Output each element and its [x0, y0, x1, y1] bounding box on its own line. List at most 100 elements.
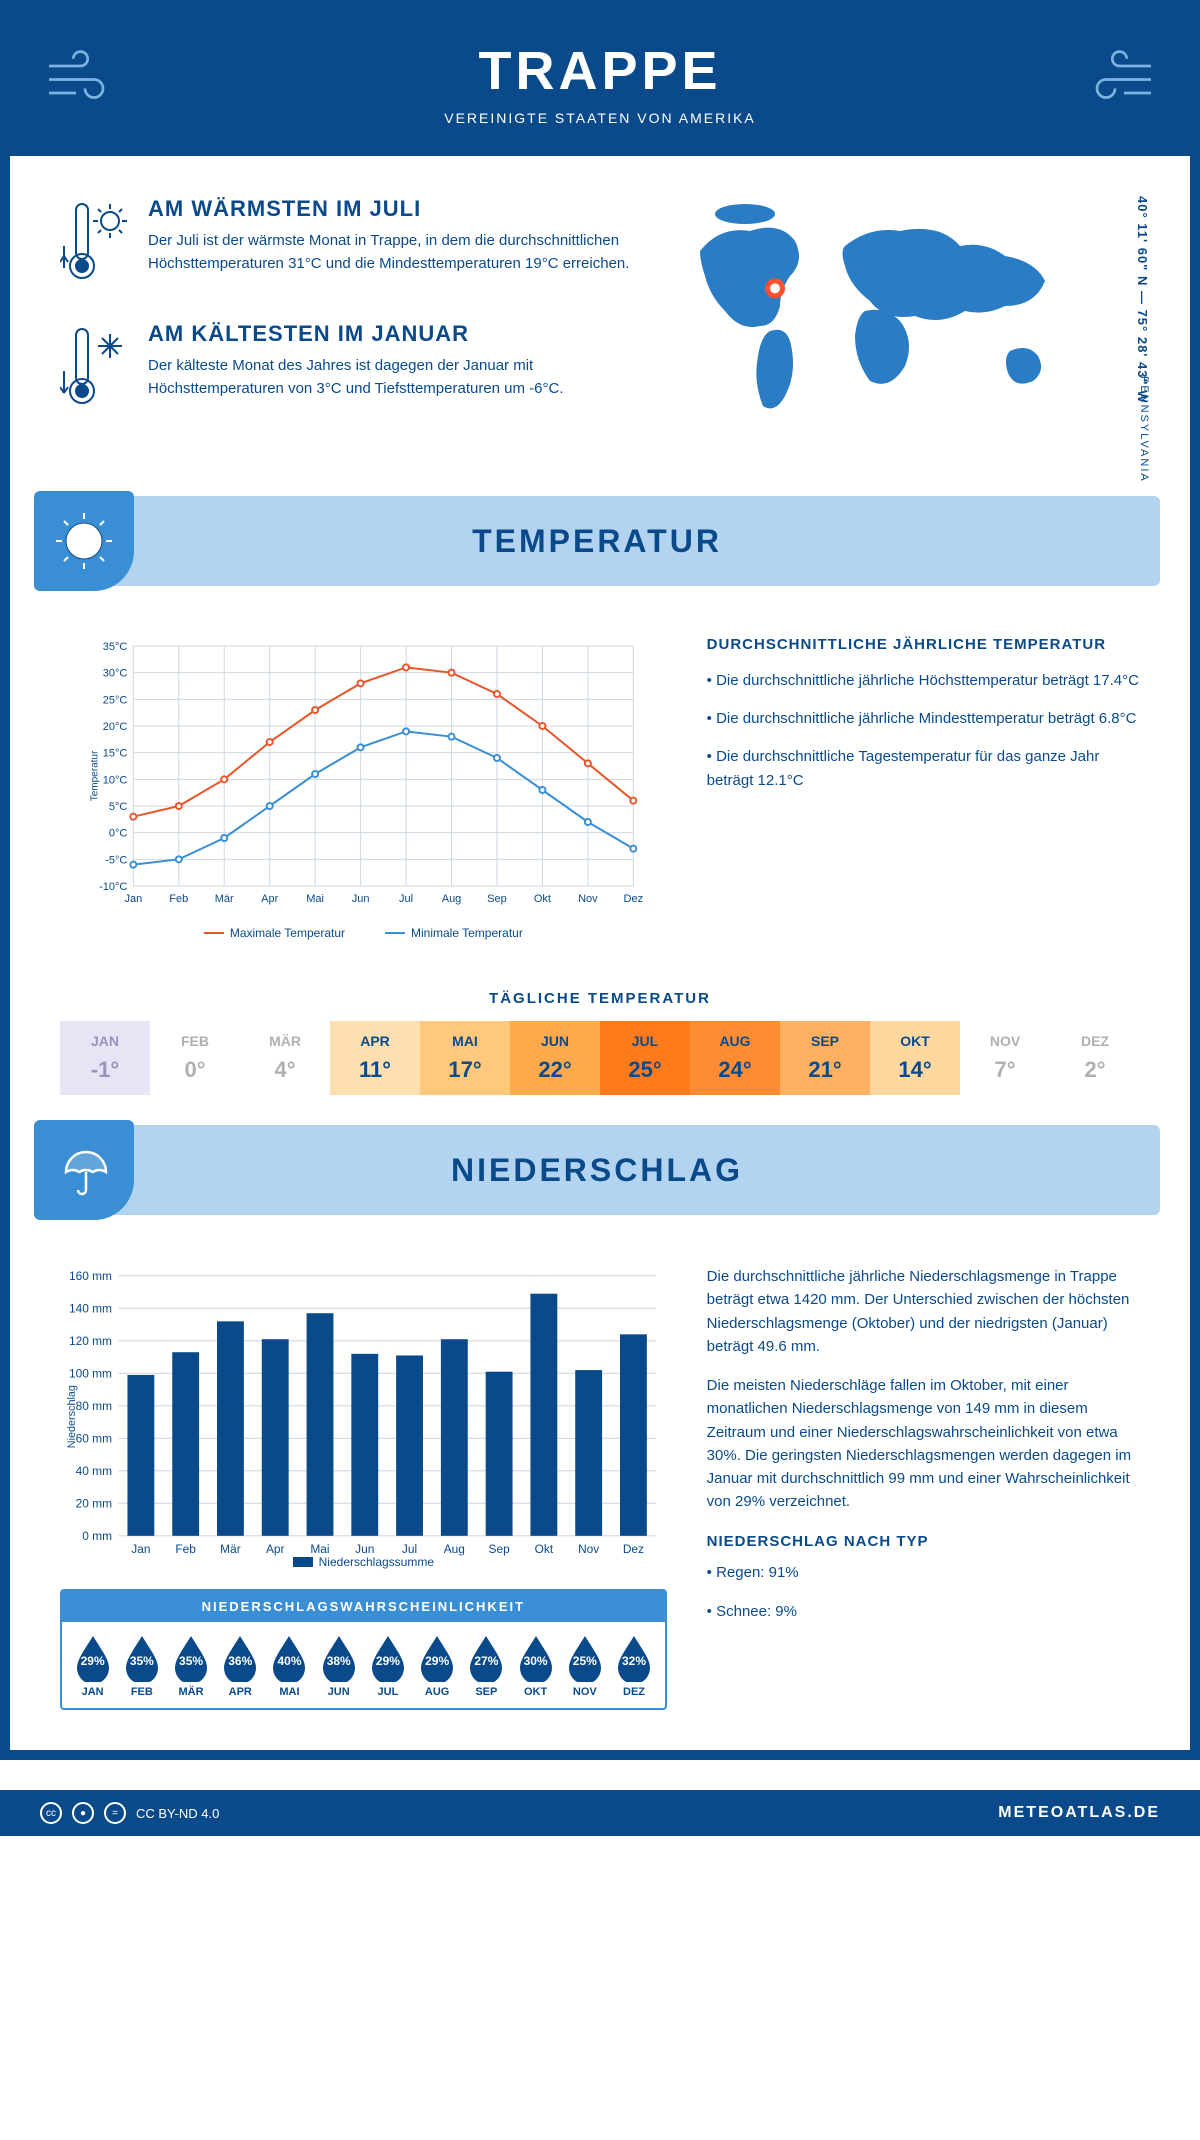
svg-text:80 mm: 80 mm: [76, 1399, 112, 1413]
section-precipitation: NIEDERSCHLAG: [40, 1125, 1160, 1215]
svg-text:120 mm: 120 mm: [69, 1334, 112, 1348]
footer: cc ● = CC BY-ND 4.0 METEOATLAS.DE: [0, 1790, 1200, 1836]
state-name: PENNSYLVANIA: [1138, 376, 1150, 483]
precip-p1: Die durchschnittliche jährliche Niedersc…: [707, 1265, 1140, 1358]
svg-text:140 mm: 140 mm: [69, 1302, 112, 1316]
svg-text:Okt: Okt: [535, 1542, 554, 1556]
svg-text:60 mm: 60 mm: [76, 1432, 112, 1446]
svg-text:Nov: Nov: [578, 1542, 599, 1556]
license-text: CC BY-ND 4.0: [136, 1806, 219, 1821]
umbrella-icon: [56, 1142, 112, 1198]
coldest-fact: AM KÄLTESTEN IM JANUAR Der kälteste Mona…: [60, 321, 640, 416]
temp-cell: FEB0°: [150, 1021, 240, 1095]
prob-drop: 35%FEB: [117, 1634, 166, 1698]
svg-text:10°C: 10°C: [103, 774, 128, 786]
temp-cell: SEP21°: [780, 1021, 870, 1095]
site-name: METEOATLAS.DE: [998, 1804, 1160, 1822]
svg-text:Dez: Dez: [624, 893, 644, 905]
svg-text:Jun: Jun: [355, 1542, 374, 1556]
page-subtitle: VEREINIGTE STAATEN VON AMERIKA: [444, 110, 756, 126]
temp-cell: AUG24°: [690, 1021, 780, 1095]
svg-text:-5°C: -5°C: [105, 854, 127, 866]
wind-icon: [1070, 30, 1160, 120]
wind-icon: [40, 30, 130, 120]
svg-text:20°C: 20°C: [103, 721, 128, 733]
thermometer-snow-icon: [60, 321, 130, 411]
temp-cell: DEZ2°: [1050, 1021, 1140, 1095]
temp-cell: OKT14°: [870, 1021, 960, 1095]
svg-text:Temperatur: Temperatur: [89, 750, 100, 801]
svg-text:20 mm: 20 mm: [76, 1497, 112, 1511]
prob-drop: 25%NOV: [560, 1634, 609, 1698]
prob-drop: 32%DEZ: [609, 1634, 658, 1698]
header: TRAPPE VEREINIGTE STAATEN VON AMERIKA: [10, 10, 1190, 156]
prob-drop: 36%APR: [216, 1634, 265, 1698]
temp-facts-title: DURCHSCHNITTLICHE JÄHRLICHE TEMPERATUR: [707, 636, 1140, 653]
svg-text:-10°C: -10°C: [99, 881, 127, 893]
svg-text:30°C: 30°C: [103, 668, 128, 680]
nd-icon: =: [104, 1802, 126, 1824]
svg-text:Jun: Jun: [352, 893, 370, 905]
temp-cell: JAN-1°: [60, 1021, 150, 1095]
svg-text:0°C: 0°C: [109, 828, 128, 840]
svg-text:0 mm: 0 mm: [82, 1529, 112, 1543]
svg-text:Jul: Jul: [402, 1542, 417, 1556]
coordinates: 40° 11' 60" N — 75° 28' 43" W: [1135, 196, 1150, 404]
svg-text:Feb: Feb: [169, 893, 188, 905]
section-temperature: TEMPERATUR: [40, 496, 1160, 586]
svg-text:40 mm: 40 mm: [76, 1464, 112, 1478]
prob-drop: 30%OKT: [511, 1634, 560, 1698]
svg-text:Okt: Okt: [534, 893, 551, 905]
prob-title: NIEDERSCHLAGSWAHRSCHEINLICHKEIT: [62, 1591, 665, 1622]
svg-text:Mär: Mär: [220, 1542, 241, 1556]
world-map: [670, 196, 1090, 416]
svg-text:Mär: Mär: [215, 893, 234, 905]
svg-text:Aug: Aug: [444, 1542, 465, 1556]
temp-cell: NOV7°: [960, 1021, 1050, 1095]
temp-cell: MAI17°: [420, 1021, 510, 1095]
precipitation-bar-chart: 0 mm 20 mm 40 mm 60 mm 80 mm 100 mm 120 mm 140 …: [60, 1265, 667, 1545]
svg-text:100 mm: 100 mm: [69, 1367, 112, 1381]
svg-text:Nov: Nov: [578, 893, 598, 905]
svg-text:Mai: Mai: [306, 893, 324, 905]
svg-text:Apr: Apr: [261, 893, 278, 905]
prob-drop: 29%JAN: [68, 1634, 117, 1698]
svg-text:Jul: Jul: [399, 893, 413, 905]
precip-rain: • Regen: 91%: [707, 1561, 1140, 1584]
svg-text:Niederschlag: Niederschlag: [66, 1385, 78, 1448]
svg-text:Sep: Sep: [489, 1542, 511, 1556]
warmest-text: Der Juli ist der wärmste Monat in Trappe…: [148, 230, 640, 275]
temperature-line-chart: -10°C-5°C0°C5°C10°C15°C20°C25°C30°C35°CJ…: [60, 636, 667, 916]
temp-cell: JUN22°: [510, 1021, 600, 1095]
temp-fact-2: • Die durchschnittliche jährliche Mindes…: [707, 707, 1140, 731]
svg-text:Jan: Jan: [124, 893, 142, 905]
precip-p2: Die meisten Niederschläge fallen im Okto…: [707, 1374, 1140, 1514]
coldest-title: AM KÄLTESTEN IM JANUAR: [148, 321, 640, 347]
svg-text:Aug: Aug: [442, 893, 462, 905]
section-title: TEMPERATUR: [134, 523, 1160, 560]
temp-fact-3: • Die durchschnittliche Tagestemperatur …: [707, 745, 1140, 793]
sun-icon: [54, 511, 114, 571]
precip-type-title: NIEDERSCHLAG NACH TYP: [707, 1530, 1140, 1553]
section-title: NIEDERSCHLAG: [134, 1152, 1160, 1189]
prob-drop: 29%AUG: [413, 1634, 462, 1698]
svg-text:5°C: 5°C: [109, 801, 128, 813]
prob-drop: 27%SEP: [462, 1634, 511, 1698]
prob-drop: 29%JUL: [363, 1634, 412, 1698]
svg-text:Jan: Jan: [131, 1542, 150, 1556]
warmest-title: AM WÄRMSTEN IM JULI: [148, 196, 640, 222]
daily-temp-title: TÄGLICHE TEMPERATUR: [10, 990, 1190, 1007]
svg-text:160 mm: 160 mm: [69, 1269, 112, 1283]
svg-text:Dez: Dez: [623, 1542, 644, 1556]
prob-drop: 35%MÄR: [166, 1634, 215, 1698]
page-title: TRAPPE: [444, 40, 756, 102]
legend-max: Maximale Temperatur: [230, 926, 345, 940]
warmest-fact: AM WÄRMSTEN IM JULI Der Juli ist der wär…: [60, 196, 640, 291]
daily-temp-table: JAN-1°FEB0°MÄR4°APR11°MAI17°JUN22°JUL25°…: [60, 1021, 1140, 1095]
svg-text:Feb: Feb: [175, 1542, 196, 1556]
prob-drop: 40%MAI: [265, 1634, 314, 1698]
svg-text:Sep: Sep: [487, 893, 507, 905]
precip-snow: • Schnee: 9%: [707, 1600, 1140, 1623]
thermometer-sun-icon: [60, 196, 130, 286]
svg-text:35°C: 35°C: [103, 641, 128, 653]
